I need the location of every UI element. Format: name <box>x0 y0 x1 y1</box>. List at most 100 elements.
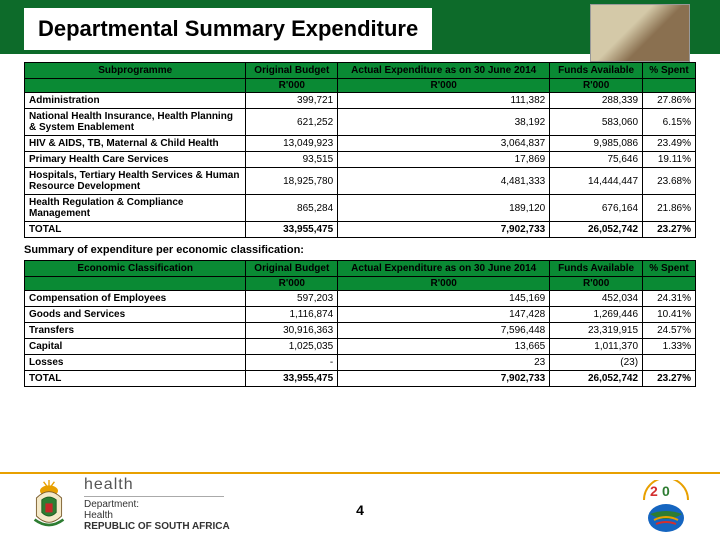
col-header: Funds Available <box>550 63 643 79</box>
table-cell: 23 <box>338 355 550 371</box>
table-cell: Compensation of Employees <box>25 291 246 307</box>
unit-cell: R'000 <box>338 277 550 291</box>
table-cell: 145,169 <box>338 291 550 307</box>
table-cell: Goods and Services <box>25 307 246 323</box>
col-header: Funds Available <box>550 261 643 277</box>
col-header: Original Budget <box>246 63 338 79</box>
unit-cell <box>25 79 246 93</box>
table-cell: 3,064,837 <box>338 136 550 152</box>
table-cell: Health Regulation & Compliance Managemen… <box>25 195 246 222</box>
table-cell: 18,925,780 <box>246 168 338 195</box>
total-cell: 26,052,742 <box>550 371 643 387</box>
section-subtitle: Summary of expenditure per economic clas… <box>24 238 696 260</box>
coat-of-arms-icon <box>22 480 76 534</box>
header-photo <box>590 4 690 62</box>
total-cell: 26,052,742 <box>550 222 643 238</box>
table-cell: 23.49% <box>643 136 696 152</box>
total-cell: 33,955,475 <box>246 222 338 238</box>
page-number: 4 <box>356 502 364 518</box>
table-cell: Hospitals, Tertiary Health Services & Hu… <box>25 168 246 195</box>
table-cell: 19.11% <box>643 152 696 168</box>
table-unit-row: R'000 R'000 R'000 <box>25 79 696 93</box>
economic-classification-table: Economic Classification Original Budget … <box>24 260 696 387</box>
col-header: % Spent <box>643 261 696 277</box>
table-cell: 75,646 <box>550 152 643 168</box>
table-cell: 23.68% <box>643 168 696 195</box>
table-cell: 676,164 <box>550 195 643 222</box>
total-cell: 7,902,733 <box>338 222 550 238</box>
table-cell: 583,060 <box>550 109 643 136</box>
table-cell: 288,339 <box>550 93 643 109</box>
table-unit-row: R'000 R'000 R'000 <box>25 277 696 291</box>
table-cell: Transfers <box>25 323 246 339</box>
table-cell: 865,284 <box>246 195 338 222</box>
table-row: Hospitals, Tertiary Health Services & Hu… <box>25 168 696 195</box>
col-header: Subprogramme <box>25 63 246 79</box>
table-cell: 399,721 <box>246 93 338 109</box>
table-cell: 597,203 <box>246 291 338 307</box>
footer-dept-label: Department: <box>84 499 230 510</box>
table-cell: 30,916,363 <box>246 323 338 339</box>
footer-dept-name: Health <box>84 510 230 521</box>
table-cell: 13,665 <box>338 339 550 355</box>
table-cell: 21.86% <box>643 195 696 222</box>
footer: health Department: Health REPUBLIC OF SO… <box>0 472 720 540</box>
content-area: Subprogramme Original Budget Actual Expe… <box>0 54 720 540</box>
table-row: Health Regulation & Compliance Managemen… <box>25 195 696 222</box>
table-cell: 10.41% <box>643 307 696 323</box>
table-cell: (23) <box>550 355 643 371</box>
unit-cell <box>643 79 696 93</box>
footer-country: REPUBLIC OF SOUTH AFRICA <box>84 521 230 532</box>
table-cell: 17,869 <box>338 152 550 168</box>
table-row: Capital1,025,03513,6651,011,3701.33% <box>25 339 696 355</box>
table-row: Compensation of Employees597,203145,1694… <box>25 291 696 307</box>
header-bar: Departmental Summary Expenditure <box>0 0 720 54</box>
table-header-row: Subprogramme Original Budget Actual Expe… <box>25 63 696 79</box>
total-cell: TOTAL <box>25 222 246 238</box>
table-cell: Administration <box>25 93 246 109</box>
table-cell: 38,192 <box>338 109 550 136</box>
table-cell: HIV & AIDS, TB, Maternal & Child Health <box>25 136 246 152</box>
table-cell: 13,049,923 <box>246 136 338 152</box>
total-cell: 33,955,475 <box>246 371 338 387</box>
table-cell: 621,252 <box>246 109 338 136</box>
table-cell: 27.86% <box>643 93 696 109</box>
table-cell: 23,319,915 <box>550 323 643 339</box>
table-cell: 1,011,370 <box>550 339 643 355</box>
unit-cell: R'000 <box>246 79 338 93</box>
table-cell: 1,116,874 <box>246 307 338 323</box>
total-cell: 7,902,733 <box>338 371 550 387</box>
col-header: % Spent <box>643 63 696 79</box>
subprogramme-table: Subprogramme Original Budget Actual Expe… <box>24 62 696 238</box>
table-cell: 93,515 <box>246 152 338 168</box>
unit-cell: R'000 <box>550 79 643 93</box>
table-cell: National Health Insurance, Health Planni… <box>25 109 246 136</box>
unit-cell <box>643 277 696 291</box>
unit-cell: R'000 <box>338 79 550 93</box>
table-cell: 1.33% <box>643 339 696 355</box>
table-cell <box>643 355 696 371</box>
table-cell: 7,596,448 <box>338 323 550 339</box>
table-cell: 147,428 <box>338 307 550 323</box>
table-cell: 189,120 <box>338 195 550 222</box>
table-row: Goods and Services1,116,874147,4281,269,… <box>25 307 696 323</box>
table-row: National Health Insurance, Health Planni… <box>25 109 696 136</box>
table-cell: 1,269,446 <box>550 307 643 323</box>
table-cell: 9,985,086 <box>550 136 643 152</box>
table-cell: 1,025,035 <box>246 339 338 355</box>
col-header: Original Budget <box>246 261 338 277</box>
table-row: Losses-23(23) <box>25 355 696 371</box>
table-cell: 111,382 <box>338 93 550 109</box>
footer-accent-line <box>0 472 720 474</box>
table-cell: 452,034 <box>550 291 643 307</box>
svg-text:2: 2 <box>650 483 658 499</box>
table-cell: 24.31% <box>643 291 696 307</box>
total-cell: 23.27% <box>643 222 696 238</box>
total-cell: 23.27% <box>643 371 696 387</box>
footer-dept-word: health <box>84 476 230 494</box>
table-cell: 24.57% <box>643 323 696 339</box>
table-total-row: TOTAL 33,955,475 7,902,733 26,052,742 23… <box>25 222 696 238</box>
col-header: Actual Expenditure as on 30 June 2014 <box>338 261 550 277</box>
table-row: HIV & AIDS, TB, Maternal & Child Health1… <box>25 136 696 152</box>
unit-cell <box>25 277 246 291</box>
